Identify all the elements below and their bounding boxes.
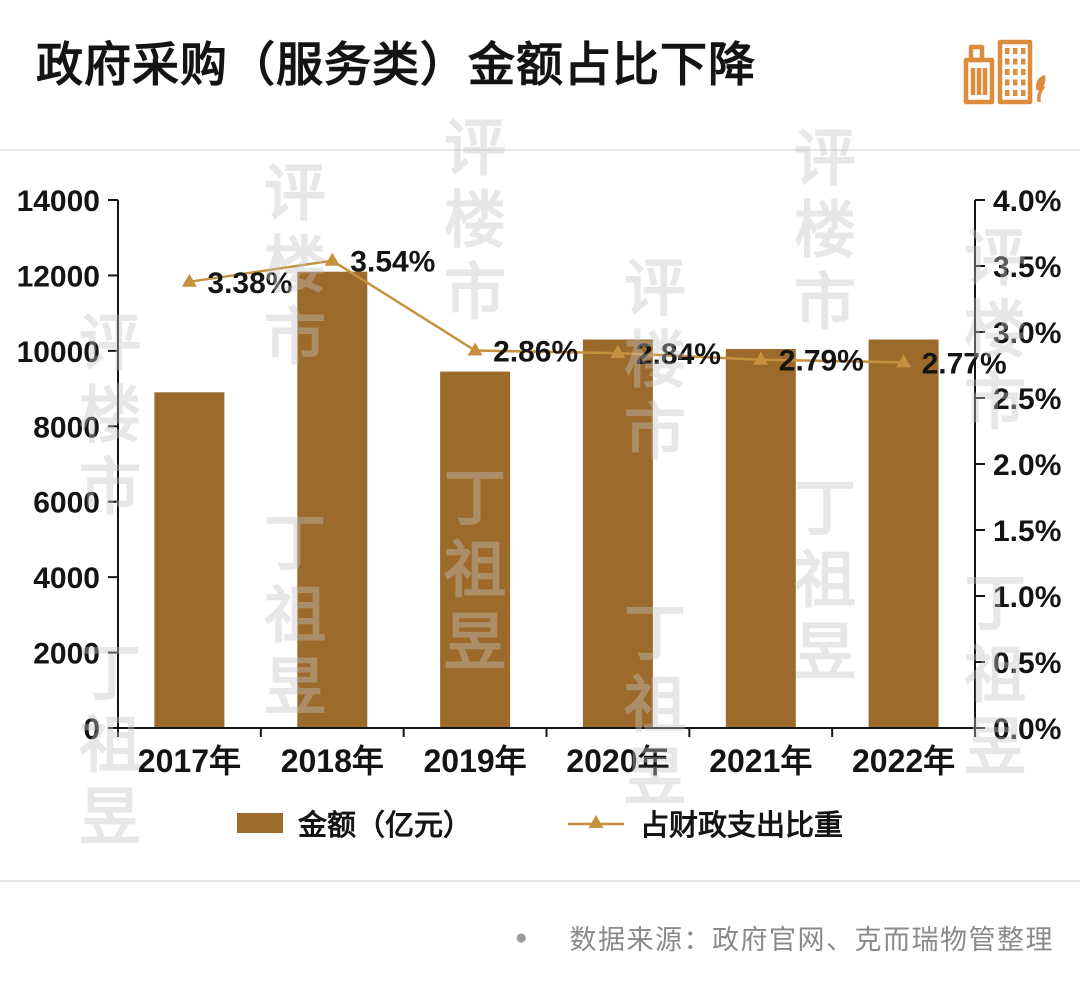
- right-axis-tick-label: 4.0%: [993, 185, 1061, 218]
- x-axis-label: 2017年: [138, 743, 241, 779]
- bar-2018年: [297, 271, 368, 728]
- left-axis-tick-label: 8000: [33, 411, 100, 444]
- legend-ratio-label: 占财政支出比重: [640, 810, 844, 842]
- left-axis-tick-label: 2000: [33, 638, 100, 671]
- source-text: 数据来源：政府官网、克而瑞物管整理: [569, 925, 1054, 955]
- ratio-line: [189, 259, 904, 364]
- source-row: ● 数据来源：政府官网、克而瑞物管整理: [0, 918, 1080, 957]
- legend-item-amount: 金额（亿元）: [236, 802, 472, 844]
- footer-divider: [0, 880, 1080, 882]
- point-label: 2.77%: [922, 347, 1007, 380]
- right-axis-tick-label: 2.0%: [993, 449, 1061, 482]
- triangle-marker: [896, 354, 912, 368]
- left-axis-tick-label: 10000: [17, 336, 100, 369]
- page-title: 政府采购（服务类）金额占比下降: [36, 38, 756, 91]
- left-axis-tick-label: 4000: [33, 562, 100, 595]
- bar-2017年: [154, 392, 225, 728]
- triangle-marker: [610, 345, 626, 359]
- bar-2019年: [440, 371, 511, 728]
- point-label: 2.86%: [493, 336, 578, 369]
- triangle-marker: [324, 252, 340, 266]
- line-legend-swatch: [568, 815, 624, 828]
- left-axis-tick-label: 6000: [33, 487, 100, 520]
- x-axis-label: 2022年: [852, 743, 955, 779]
- triangle-marker: [181, 273, 197, 287]
- right-axis-tick-label: 1.0%: [993, 581, 1061, 614]
- point-label: 2.79%: [779, 345, 864, 378]
- right-axis-tick-label: 1.5%: [993, 515, 1061, 548]
- right-axis-tick-label: 2.5%: [993, 383, 1061, 416]
- left-axis-tick-label: 14000: [17, 185, 100, 218]
- right-axis-tick-label: 0.5%: [993, 647, 1061, 680]
- x-axis-label: 2018年: [281, 743, 384, 779]
- point-label: 3.38%: [207, 267, 292, 300]
- bar-2020年: [582, 339, 653, 728]
- right-axis-tick-label: 3.5%: [993, 251, 1061, 284]
- point-label: 2.84%: [636, 338, 721, 371]
- point-label: 3.54%: [350, 246, 435, 279]
- x-axis-label: 2021年: [709, 743, 812, 779]
- triangle-marker: [467, 342, 483, 356]
- left-axis-tick-label: 12000: [17, 260, 100, 293]
- left-axis-tick-label: 0: [83, 713, 100, 746]
- right-axis-tick-label: 3.0%: [993, 317, 1061, 350]
- buildings-icon: [963, 39, 1046, 105]
- chart-legend: 金额（亿元） 占财政支出比重: [0, 802, 1080, 844]
- triangle-marker: [753, 351, 769, 365]
- bar-2021年: [725, 349, 796, 728]
- legend-amount-label: 金额（亿元）: [297, 810, 472, 842]
- source-bullet-icon: ●: [514, 925, 528, 949]
- x-axis-label: 2020年: [566, 743, 669, 779]
- bar-legend-swatch: [236, 813, 283, 833]
- right-axis-tick-label: 0.0%: [993, 713, 1061, 746]
- bar-2022年: [868, 339, 939, 728]
- header-divider: [0, 149, 1080, 151]
- x-axis-label: 2019年: [423, 743, 526, 779]
- legend-item-ratio: 占财政支出比重: [567, 802, 843, 844]
